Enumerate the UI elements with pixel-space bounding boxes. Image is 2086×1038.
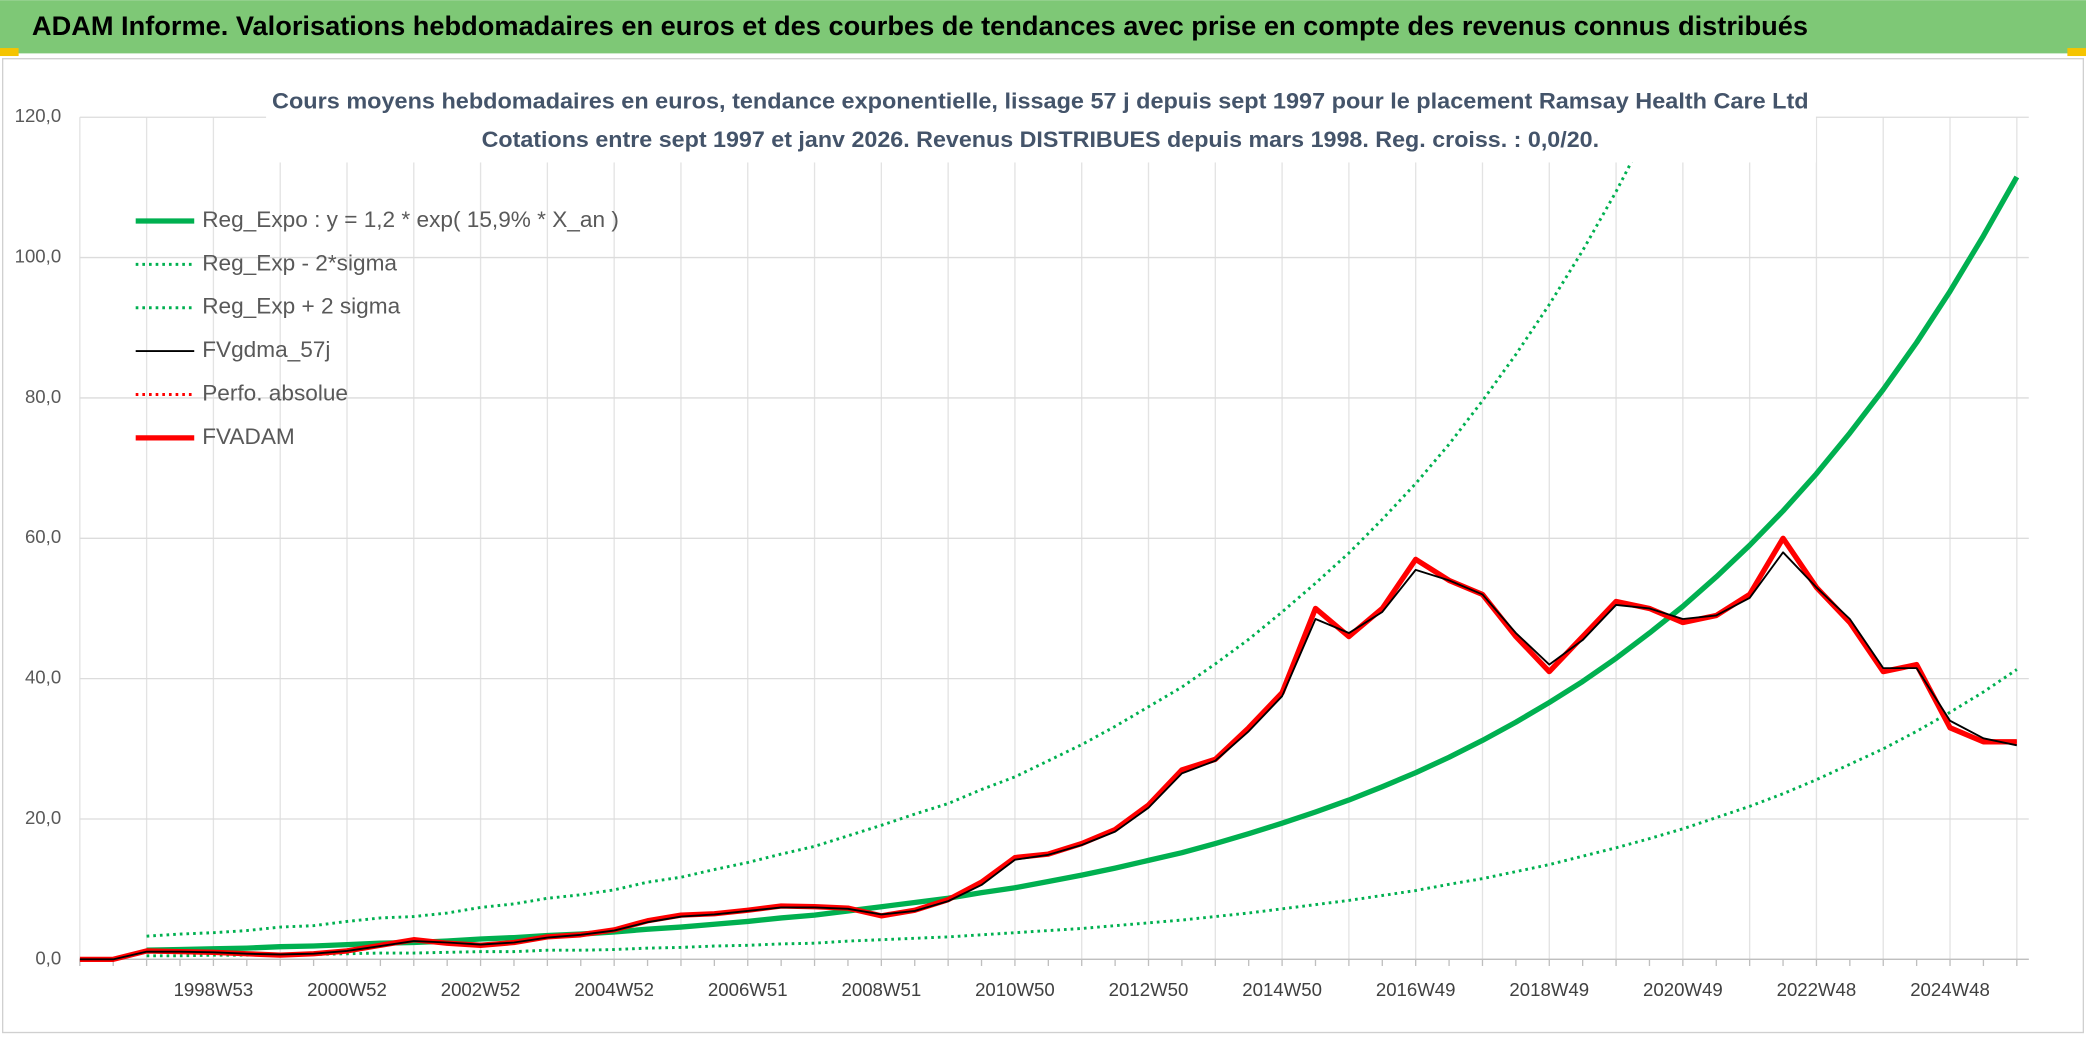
series-line	[146, 668, 2018, 958]
x-tick-label: 2004W52	[574, 979, 654, 1000]
series-line	[79, 551, 2018, 961]
x-tick-label: 2000W52	[307, 979, 387, 1000]
x-tick-label: 2012W50	[1109, 979, 1189, 1000]
title-backdrop	[266, 82, 1816, 163]
header-title: ADAM Informe. Valorisations hebdomadaire…	[32, 11, 1808, 41]
x-tick-label: 1998W53	[174, 979, 254, 1000]
x-tick-label: 2022W48	[1777, 979, 1857, 1000]
legend-label: Reg_Exp + 2 sigma	[202, 294, 400, 319]
x-tick-label: 2010W50	[975, 979, 1055, 1000]
header-bar	[0, 0, 2086, 54]
x-tick-label: 2008W51	[842, 979, 922, 1000]
legend: Reg_Expo : y = 1,2 * exp( 15,9% * X_an )…	[135, 207, 619, 449]
corner-mark	[2067, 48, 2086, 57]
x-tick-label: 2002W52	[441, 979, 521, 1000]
y-tick-label: 120,0	[15, 105, 62, 126]
grid: 0,0 20,0 40,0 60,0 80,0 100,0 120,0 1998W53 2000…	[15, 105, 2029, 1000]
legend-label: FVgdma_57j	[202, 337, 330, 362]
y-tick-label: 80,0	[25, 386, 61, 407]
legend-label: Reg_Exp - 2*sigma	[202, 250, 397, 275]
y-tick-label: 60,0	[25, 526, 61, 547]
y-tick-label: 0,0	[35, 947, 61, 968]
legend-label: Reg_Expo : y = 1,2 * exp( 15,9% * X_an )	[202, 207, 619, 232]
x-tick-label: 2006W51	[708, 979, 788, 1000]
x-tick-label: 2016W49	[1376, 979, 1456, 1000]
y-tick-label: 20,0	[25, 807, 61, 828]
chart-title: Cours moyens hebdomadaires en euros, ten…	[272, 89, 1809, 114]
legend-label: FVADAM	[202, 424, 295, 449]
series-line	[146, 175, 2020, 953]
plot-lines	[79, 114, 2020, 963]
y-tick-label: 100,0	[15, 246, 62, 267]
chart-subtitle: Cotations entre sept 1997 et janv 2026. …	[482, 127, 1599, 152]
x-tick-label: 2014W50	[1242, 979, 1322, 1000]
series-line	[146, 114, 1658, 938]
legend-label: Perfo. absolue	[202, 380, 348, 405]
x-tick-label: 2018W49	[1509, 979, 1589, 1000]
y-tick-label: 40,0	[25, 667, 61, 688]
x-tick-label: 2024W48	[1910, 979, 1990, 1000]
x-tick-label: 2020W49	[1643, 979, 1723, 1000]
corner-mark	[0, 48, 19, 57]
chart-frame	[1, 58, 2085, 1034]
